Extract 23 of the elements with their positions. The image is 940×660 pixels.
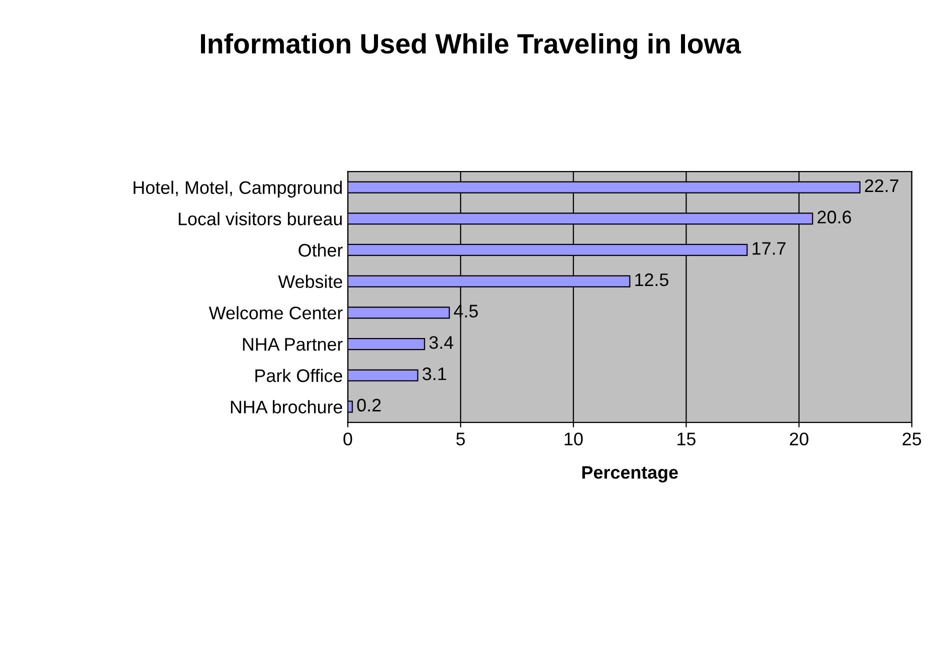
data-label: 3.1 bbox=[422, 367, 446, 380]
data-label: 0.2 bbox=[357, 398, 381, 412]
y-tick-label: Welcome Center bbox=[208, 306, 343, 320]
y-tick-label: Park Office bbox=[255, 368, 342, 382]
y-tick-label: Hotel, Motel, Campground bbox=[134, 180, 342, 198]
x-axis-title: Percentage bbox=[582, 466, 678, 482]
x-tick-label: 10 bbox=[564, 432, 583, 446]
data-label: 12.5 bbox=[635, 273, 668, 286]
data-label: 17.7 bbox=[752, 242, 786, 255]
x-tick-label: 20 bbox=[790, 432, 808, 446]
y-tick-label: Local visitors bureau bbox=[178, 212, 342, 226]
data-label: 22.7 bbox=[864, 179, 898, 192]
x-tick-label: 15 bbox=[678, 432, 696, 446]
chart-title: Information Used While Traveling in Iowa bbox=[201, 33, 742, 60]
y-tick-label: Other bbox=[298, 243, 343, 257]
x-tick-label: 5 bbox=[456, 432, 465, 446]
y-tick-label: Website bbox=[278, 274, 342, 288]
data-label: 3.4 bbox=[429, 336, 454, 349]
x-tick-label: 25 bbox=[902, 432, 922, 446]
x-tick-label: 0 bbox=[343, 432, 352, 446]
data-label: 20.6 bbox=[818, 210, 852, 224]
y-tick-label: NHA Partner bbox=[243, 338, 343, 351]
y-tick-label: NHA brochure bbox=[231, 400, 342, 414]
